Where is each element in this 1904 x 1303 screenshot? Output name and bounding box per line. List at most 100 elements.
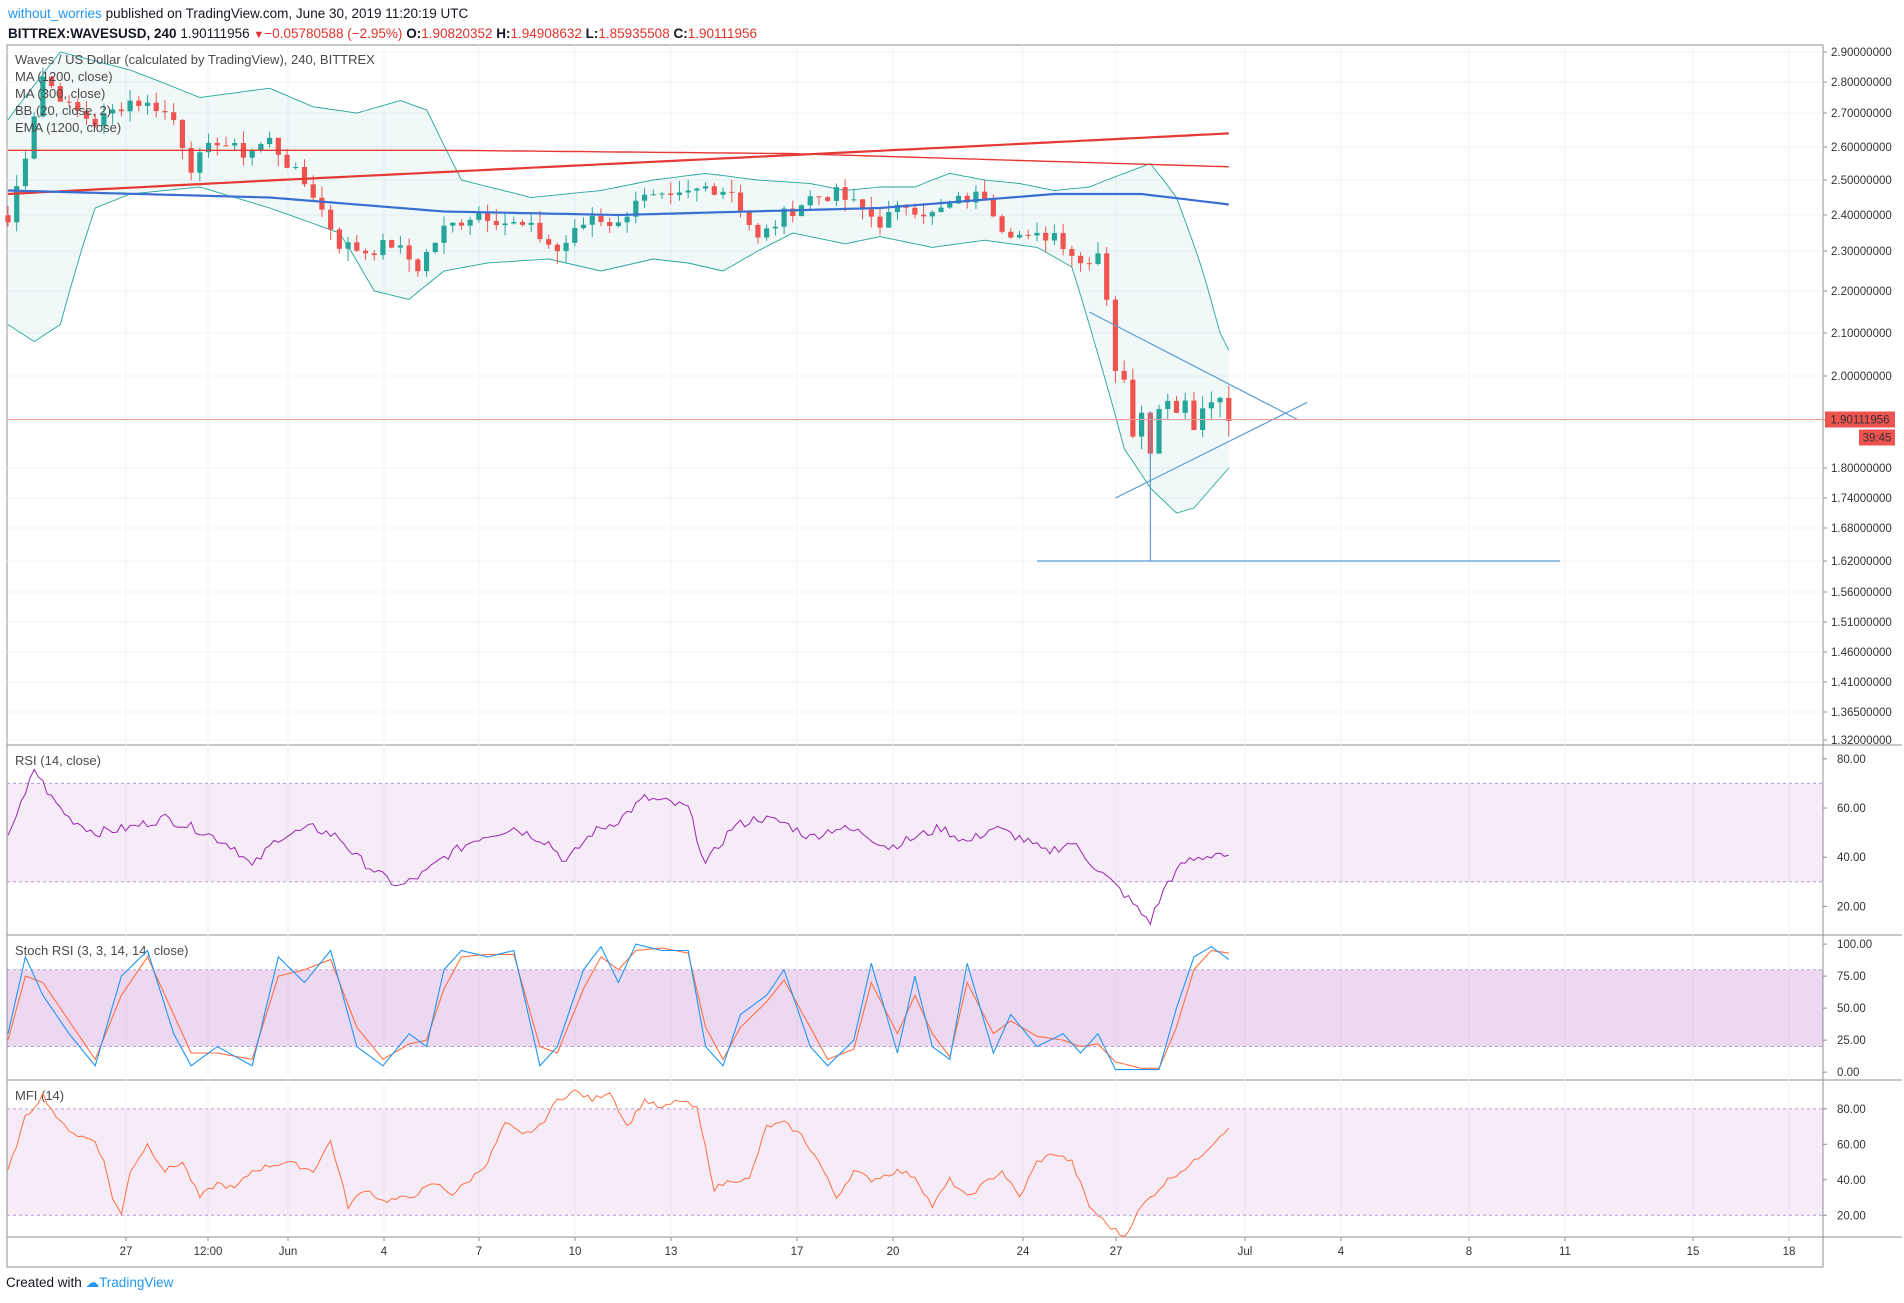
- candle-body: [1112, 299, 1119, 371]
- candle-body: [136, 100, 142, 106]
- candle-body: [31, 116, 37, 159]
- candle-body: [144, 102, 151, 106]
- y-tick-label: 60.00: [1837, 803, 1866, 815]
- x-tick-label: 18: [1783, 1246, 1796, 1258]
- candle-body: [1051, 233, 1057, 241]
- candle-body: [938, 207, 944, 213]
- candle-body: [1173, 400, 1180, 413]
- footer: Created with ☁TradingView: [6, 1275, 173, 1291]
- triangle-lower-line: [1115, 401, 1308, 499]
- candle-body: [301, 166, 308, 185]
- candle-body: [990, 198, 996, 217]
- candle-body: [947, 203, 953, 208]
- publisher-link[interactable]: without_worries: [8, 6, 102, 21]
- y-tick-label: 2.10000000: [1831, 328, 1892, 340]
- ma300-line: [8, 149, 1229, 168]
- triangle-upper-line: [1089, 311, 1299, 421]
- x-tick-label: 20: [887, 1246, 900, 1258]
- candle-body: [188, 147, 194, 173]
- candle-body: [162, 111, 168, 113]
- candle-body: [205, 142, 212, 153]
- indicator-band-fill: [7, 969, 1823, 1047]
- candle-body: [336, 229, 342, 249]
- candle-body: [912, 207, 918, 215]
- candle-body: [267, 137, 273, 145]
- mfi-line: [7, 1089, 1230, 1238]
- candle-body: [197, 152, 203, 173]
- candle-body: [1121, 370, 1127, 380]
- x-tick-label: 15: [1687, 1246, 1700, 1258]
- candle-body: [729, 191, 735, 193]
- y-tick-label: 2.20000000: [1831, 286, 1892, 298]
- y-tick-label: 2.00000000: [1831, 371, 1892, 383]
- candle-body: [999, 216, 1005, 232]
- x-tick-label: 7: [476, 1246, 482, 1258]
- candle-body: [746, 210, 752, 225]
- candle-body: [563, 242, 569, 252]
- candle-body: [354, 242, 360, 251]
- candle-body: [362, 250, 369, 254]
- y-tick-label: 1.36500000: [1831, 707, 1892, 719]
- candle-body: [467, 219, 473, 226]
- candle-body: [650, 194, 656, 196]
- chart-frame: [6, 44, 1824, 1268]
- candle-body: [1025, 234, 1031, 236]
- candle-body: [790, 208, 796, 217]
- candle-body: [1165, 400, 1171, 410]
- candle-body: [528, 222, 534, 225]
- candle-body: [1008, 231, 1014, 238]
- high-value: 1.94908632: [510, 26, 582, 41]
- candle-body: [1043, 232, 1049, 241]
- candle-body: [171, 112, 177, 120]
- y-tick-label: 80.00: [1837, 754, 1866, 766]
- candle-body: [1086, 263, 1092, 265]
- candle-body: [22, 158, 29, 187]
- candle-body: [851, 199, 857, 201]
- candle-body: [615, 222, 621, 226]
- candle-body: [772, 226, 778, 229]
- y-tick-label: 1.68000000: [1831, 523, 1892, 535]
- candle-body: [929, 212, 935, 217]
- candle-body: [694, 188, 700, 191]
- candle-body: [40, 76, 46, 117]
- candle-body: [101, 113, 107, 127]
- candle-body: [1060, 233, 1066, 250]
- x-tick-label: 13: [665, 1246, 678, 1258]
- y-tick-label: 80.00: [1837, 1104, 1866, 1116]
- candle-body: [83, 110, 90, 119]
- y-tick-label: 2.40000000: [1831, 210, 1892, 222]
- indicator-legend-entry: MA (1200, close): [15, 69, 113, 84]
- y-tick-label: 2.30000000: [1831, 246, 1892, 258]
- candle-body: [406, 245, 412, 260]
- candle-body: [92, 118, 98, 127]
- candle-body: [389, 240, 395, 248]
- low-label: L:: [585, 26, 599, 41]
- y-tick-label: 1.56000000: [1831, 587, 1892, 599]
- x-tick-label: 10: [569, 1246, 582, 1258]
- y-tick-label: 75.00: [1837, 971, 1866, 983]
- bollinger-upper-line: [7, 51, 1230, 351]
- candle-body: [1069, 249, 1075, 256]
- candle-body: [275, 137, 281, 155]
- x-tick-label: 17: [791, 1246, 804, 1258]
- y-tick-label: 2.90000000: [1831, 47, 1892, 59]
- tradingview-logo[interactable]: ☁TradingView: [85, 1275, 174, 1290]
- y-tick-label: 40.00: [1837, 1175, 1866, 1187]
- candle-body: [982, 191, 988, 199]
- y-tick-label: 100.00: [1837, 939, 1872, 951]
- candle-body: [476, 212, 482, 220]
- candle-body: [1226, 397, 1232, 421]
- candle-body: [781, 208, 787, 227]
- bollinger-band-fill: [8, 52, 1229, 513]
- candle-body: [1104, 253, 1110, 300]
- candle-body: [258, 144, 264, 151]
- y-tick-label: 1.80000000: [1831, 463, 1892, 475]
- candle-body: [415, 259, 421, 272]
- candle-body: [1208, 402, 1214, 409]
- high-label: H:: [496, 26, 511, 41]
- indicator-band-fill: [7, 783, 1823, 882]
- candle-body: [589, 215, 595, 225]
- x-tick-label: 8: [1466, 1246, 1472, 1258]
- candle-body: [519, 221, 526, 225]
